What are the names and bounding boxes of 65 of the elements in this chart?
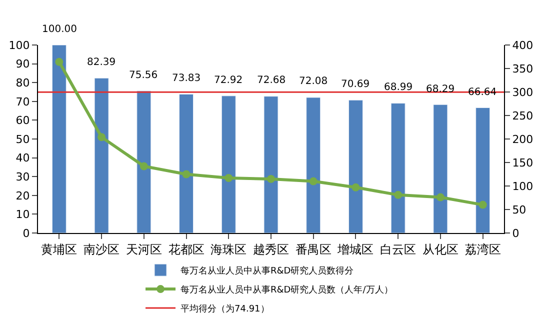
bar [348,100,363,233]
bar [136,90,152,233]
y-tick-label: 30 [16,170,30,184]
point [309,177,318,186]
data-label: 75.56 [129,70,158,81]
legend-label: 每万名从业人员中从事R&D研究人员数（人年/万人） [180,284,393,296]
bar [52,45,66,233]
data-label: 68.99 [384,82,413,93]
data-label: 72.68 [257,75,286,86]
point [140,162,148,170]
data-label: 73.83 [172,73,201,84]
point [224,174,233,182]
bar [264,96,278,233]
point [478,200,487,209]
legend-label: 每万名从业人员中从事R&D研究人员数得分 [180,266,354,277]
bar [390,103,406,233]
y-tick-label: 50 [16,132,30,146]
x-tick-label: 增城区 [336,242,374,256]
y-tick-label: 40 [16,152,30,165]
y2-tick-label: 150 [512,156,534,170]
y2-tick-label: 400 [512,38,534,52]
x-tick-label: 天河区 [126,242,162,256]
point [352,183,360,192]
y-tick-label: 90 [16,58,30,71]
point [55,58,64,66]
y-tick-label: 0 [22,226,30,240]
data-label: 72.92 [214,75,243,86]
bar [306,97,321,233]
y-tick-label: 10 [16,208,30,222]
y2-tick-label: 200 [512,132,534,146]
y2-tick-label: 50 [512,203,526,216]
x-tick-label: 从化区 [422,242,458,256]
data-label: 70.69 [341,79,370,90]
point [436,193,444,202]
y-tick-label: 20 [16,189,30,202]
bar [476,107,490,233]
y-tick-label: 80 [16,76,30,90]
x-tick-label: 黄埔区 [41,242,78,256]
x-tick-label: 白云区 [380,242,416,256]
bar [221,96,236,233]
x-tick-label: 越秀区 [253,242,289,256]
data-label: 82.39 [87,57,116,68]
bar [433,104,448,233]
x-tick-label: 荔湾区 [464,242,501,256]
x-tick-label: 海珠区 [210,242,247,256]
x-tick-label: 南沙区 [84,242,120,256]
x-tick-label: 番禺区 [295,242,332,256]
y-tick-label: 100 [8,38,30,52]
point [267,174,275,183]
y-tick-label: 60 [16,114,30,128]
bar [94,78,109,233]
y-tick-label: 70 [16,95,30,108]
y2-tick-label: 350 [512,62,534,76]
point [98,133,106,142]
y2-tick-label: 100 [512,180,534,193]
y2-tick-label: 300 [512,86,534,99]
legend-label: 平均得分（为74.91） [180,304,270,315]
x-tick-label: 花都区 [168,242,204,256]
point [394,190,402,199]
data-label: 72.08 [299,76,328,87]
point [182,170,190,178]
y2-tick-label: 250 [512,109,534,122]
data-label: 100.00 [42,24,77,35]
y2-tick-label: 0 [512,226,520,240]
bar [179,94,194,233]
